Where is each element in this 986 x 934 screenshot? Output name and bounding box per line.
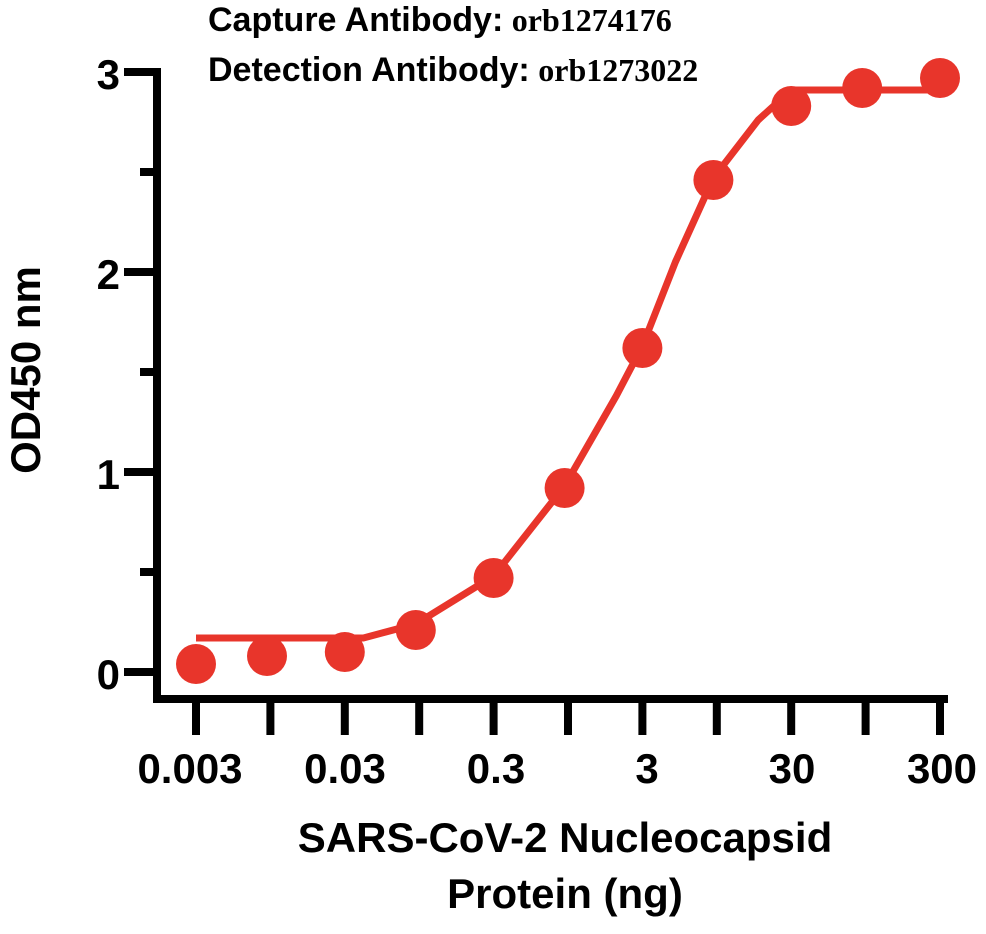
x-tick-label-3: 3: [635, 745, 659, 792]
data-point-3: [395, 610, 436, 650]
x-tick-label-0-3: 0.3: [466, 745, 526, 792]
data-point-1: [247, 636, 287, 676]
capture-antibody-title: Capture Antibody: orb1274176: [208, 0, 672, 41]
data-point-5: [544, 468, 585, 508]
x-tick-label-0-03: 0.03: [304, 745, 386, 792]
axes: [124, 68, 948, 735]
y-tick-label-2: 2: [96, 251, 120, 298]
plot-area: [176, 58, 960, 684]
data-point-2: [324, 632, 365, 672]
data-point-0: [176, 644, 216, 684]
y-tick-label-3: 3: [96, 51, 120, 98]
x-axis-label-line-1: SARS-CoV-2 Nucleocapsid: [297, 814, 833, 861]
data-point-9: [842, 68, 883, 108]
y-tick-label-0: 0: [96, 651, 120, 698]
data-point-4: [473, 558, 514, 598]
y-axis-label: OD450 nm: [2, 266, 49, 474]
x-axis-label-line-2: Protein (ng): [447, 870, 683, 917]
data-point-6: [622, 328, 663, 368]
data-point-10: [920, 58, 960, 98]
x-tick-label-0-003: 0.003: [137, 745, 243, 792]
capture-antibody-value: orb1274176: [511, 2, 672, 38]
data-point-7: [693, 160, 734, 200]
detection-antibody-title: Detection Antibody: orb1273022: [208, 50, 698, 91]
detection-antibody-value: orb1273022: [538, 52, 699, 88]
fit-curve-line-0: [196, 86, 940, 642]
detection-antibody-label: Detection Antibody:: [208, 51, 530, 89]
data-point-8: [771, 86, 812, 126]
y-tick-label-1: 1: [96, 451, 120, 498]
x-tick-label-300: 300: [906, 745, 978, 792]
x-tick-label-30: 30: [768, 745, 816, 792]
capture-antibody-label: Capture Antibody:: [208, 1, 504, 39]
